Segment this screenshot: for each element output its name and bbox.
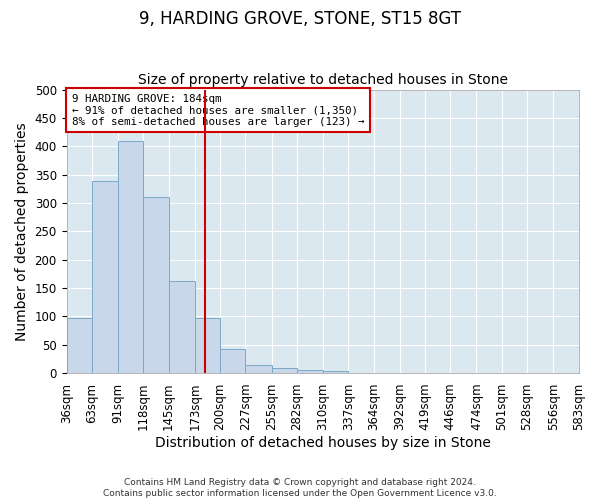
Bar xyxy=(348,372,374,373)
X-axis label: Distribution of detached houses by size in Stone: Distribution of detached houses by size … xyxy=(155,436,490,450)
Bar xyxy=(220,350,245,373)
Y-axis label: Number of detached properties: Number of detached properties xyxy=(15,122,29,340)
Bar xyxy=(476,372,502,373)
Title: Size of property relative to detached houses in Stone: Size of property relative to detached ho… xyxy=(137,73,508,87)
Bar xyxy=(272,368,297,373)
Bar xyxy=(527,372,553,373)
Bar xyxy=(67,318,92,373)
Bar xyxy=(118,140,143,373)
Bar xyxy=(245,364,272,373)
Bar xyxy=(92,182,118,373)
Text: Contains HM Land Registry data © Crown copyright and database right 2024.
Contai: Contains HM Land Registry data © Crown c… xyxy=(103,478,497,498)
Bar xyxy=(143,196,169,373)
Bar xyxy=(195,318,220,373)
Bar xyxy=(169,281,195,373)
Text: 9 HARDING GROVE: 184sqm
← 91% of detached houses are smaller (1,350)
8% of semi-: 9 HARDING GROVE: 184sqm ← 91% of detache… xyxy=(71,94,364,127)
Bar xyxy=(297,370,323,373)
Bar xyxy=(323,372,348,373)
Text: 9, HARDING GROVE, STONE, ST15 8GT: 9, HARDING GROVE, STONE, ST15 8GT xyxy=(139,10,461,28)
